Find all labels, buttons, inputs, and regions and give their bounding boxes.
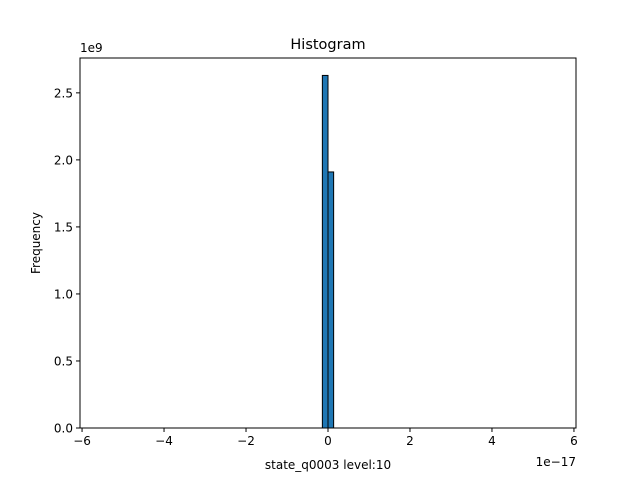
y-tick-label-0: 0.0: [54, 422, 73, 436]
x-tick-label-0: −6: [73, 434, 91, 448]
y-offset-label: 1e9: [80, 41, 103, 55]
y-tick-label-4: 2.0: [54, 153, 73, 167]
x-tick-label-4: 2: [406, 434, 414, 448]
y-tick-label-2: 1.0: [54, 287, 73, 301]
histogram-bar-2: [327, 171, 335, 429]
y-tick-label-3: 1.5: [54, 220, 73, 234]
chart-title: Histogram: [290, 37, 365, 53]
histogram-bar-1: [321, 74, 329, 429]
plot-frame: [79, 57, 577, 429]
y-tick-label-5: 2.5: [54, 86, 73, 100]
x-axis-label: state_q0003 level:10: [265, 458, 391, 472]
x-tick-label-3: 0: [324, 434, 332, 448]
x-axis: −6 −4 −2 0 2 4 6: [73, 428, 578, 448]
x-tick-label-5: 4: [488, 434, 496, 448]
x-tick-label-6: 6: [570, 434, 578, 448]
x-tick-label-1: −4: [155, 434, 173, 448]
x-tick-label-2: −2: [237, 434, 255, 448]
y-axis-label: Frequency: [29, 212, 43, 274]
y-tick-label-1: 0.5: [54, 354, 73, 368]
x-offset-label: 1e−17: [536, 455, 576, 469]
y-axis: 0.0 0.5 1.0 1.5 2.0 2.5: [54, 86, 80, 436]
